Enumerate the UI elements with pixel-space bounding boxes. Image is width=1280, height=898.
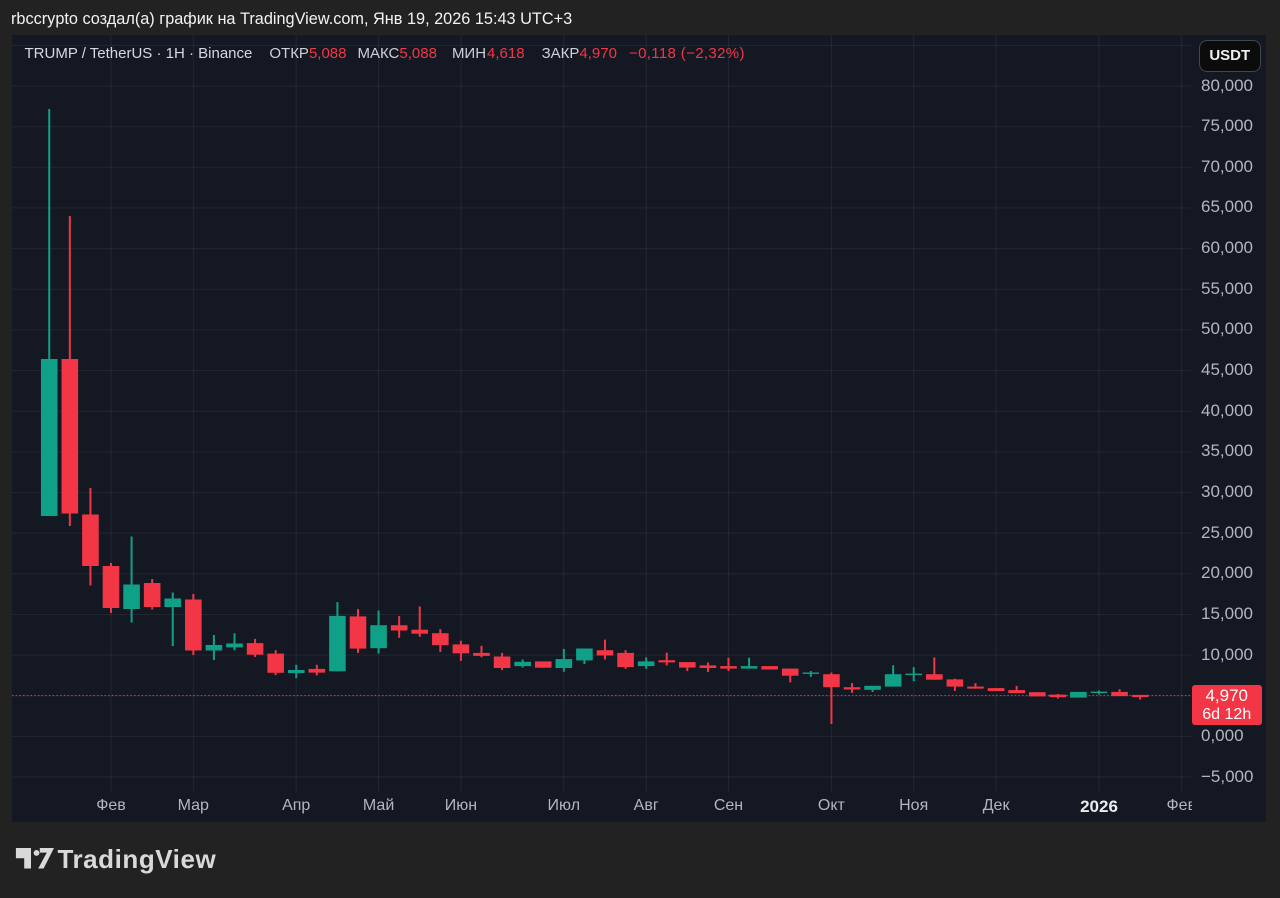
svg-text:TradingView: TradingView	[58, 844, 217, 874]
